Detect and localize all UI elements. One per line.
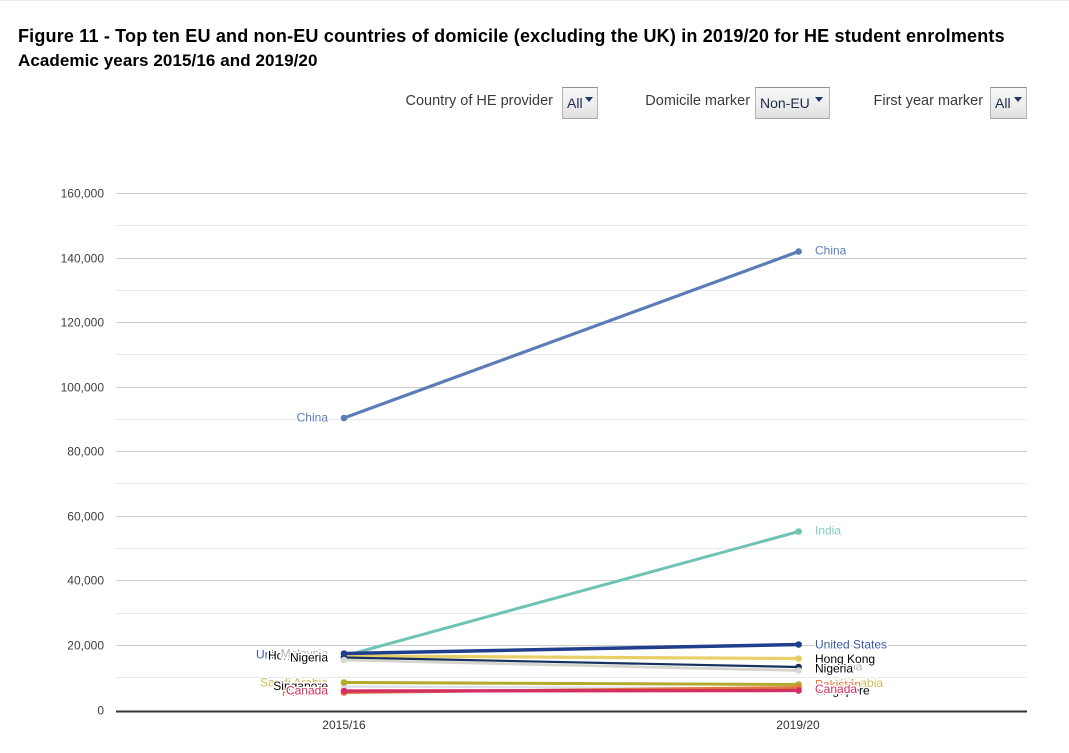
svg-text:China: China <box>815 243 847 257</box>
svg-text:India: India <box>815 523 841 537</box>
svg-text:Canada: Canada <box>815 682 857 696</box>
svg-text:Malaysia: Malaysia <box>281 647 329 661</box>
svg-text:China: China <box>297 411 329 425</box>
svg-text:Pakistan: Pakistan <box>282 685 328 699</box>
svg-text:United States: United States <box>256 647 328 661</box>
svg-text:Saudi Arabia: Saudi Arabia <box>815 676 883 690</box>
svg-text:160,000: 160,000 <box>61 187 105 201</box>
svg-text:United States: United States <box>815 637 887 651</box>
svg-text:2015/16: 2015/16 <box>322 718 366 732</box>
svg-text:Hong Kong: Hong Kong <box>268 649 328 663</box>
svg-text:120,000: 120,000 <box>61 316 105 330</box>
svg-text:40,000: 40,000 <box>67 574 104 588</box>
svg-text:Saudi Arabia: Saudi Arabia <box>260 675 328 689</box>
svg-text:2019/20: 2019/20 <box>776 718 820 732</box>
svg-text:Singapore: Singapore <box>815 683 870 697</box>
svg-text:80,000: 80,000 <box>67 445 104 459</box>
svg-text:Nigeria: Nigeria <box>290 650 328 664</box>
svg-text:Hong Kong: Hong Kong <box>815 652 875 666</box>
svg-text:140,000: 140,000 <box>61 252 105 266</box>
svg-text:0: 0 <box>97 704 104 718</box>
svg-text:Nigeria: Nigeria <box>815 661 853 675</box>
svg-text:Canada: Canada <box>286 684 328 698</box>
svg-text:20,000: 20,000 <box>67 639 104 653</box>
svg-text:Malaysia: Malaysia <box>815 660 863 674</box>
svg-text:100,000: 100,000 <box>61 381 105 395</box>
svg-text:Pakistan: Pakistan <box>815 677 861 691</box>
svg-text:60,000: 60,000 <box>67 510 104 524</box>
svg-text:Singapore: Singapore <box>273 679 328 693</box>
